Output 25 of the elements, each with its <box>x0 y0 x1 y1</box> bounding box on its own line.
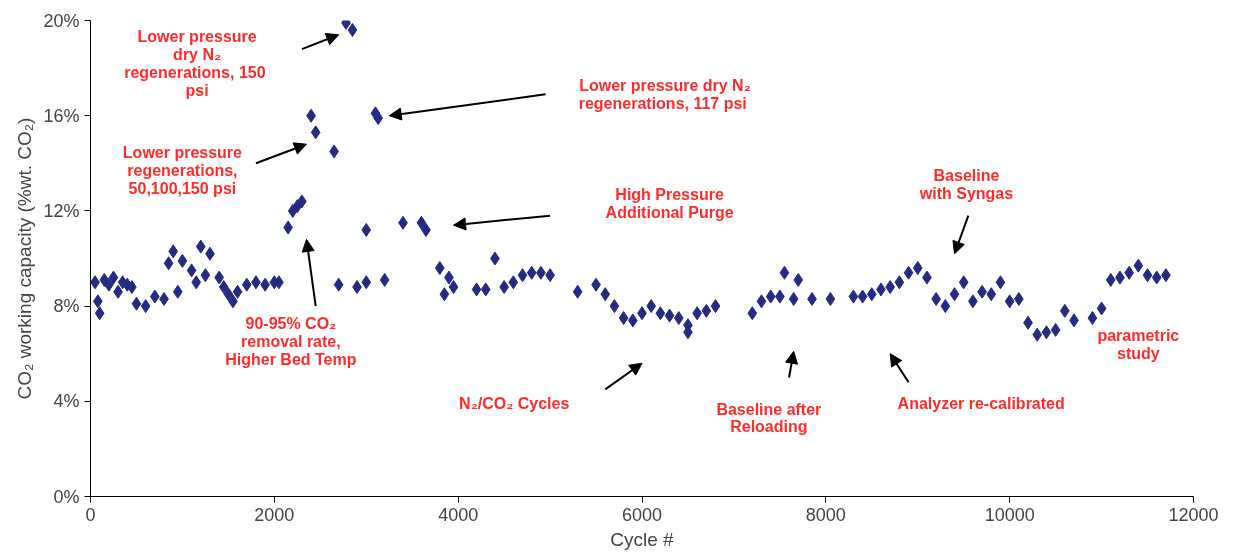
annotation: Lower pressure dry N₂ regenerations, 117 psi <box>578 76 751 112</box>
annotation: 90-95% CO₂ removal rate, Higher Bed Temp <box>225 315 357 369</box>
x-tick-label: 0 <box>85 504 96 525</box>
y-tick-label: 12% <box>43 200 80 221</box>
x-tick-label: 2000 <box>254 504 295 525</box>
annotation: Baseline with Syngas <box>918 167 1014 203</box>
annotation: Baseline after Reloading <box>716 400 822 436</box>
x-tick-label: 10000 <box>984 504 1035 525</box>
annotation: Analyzer re-calibrated <box>897 395 1065 413</box>
x-tick-label: 6000 <box>621 504 663 525</box>
annotation: High Pressure Additional Purge <box>605 186 734 222</box>
y-tick-label: 16% <box>43 105 80 126</box>
x-tick-label: 12000 <box>1168 504 1219 525</box>
annotation: parametric study <box>1097 326 1180 362</box>
x-tick-label: 8000 <box>805 504 846 525</box>
y-tick-label: 0% <box>53 486 80 507</box>
x-axis-title: Cycle # <box>610 528 675 550</box>
y-tick-label: 4% <box>53 391 80 412</box>
annotation: Lower pressure dry N₂ regenerations, 150 psi <box>124 28 266 99</box>
y-tick-label: 20% <box>43 10 80 31</box>
x-tick-label: 4000 <box>438 504 479 525</box>
y-axis-title: CO₂ working capacity (%wt. CO₂) <box>14 117 36 400</box>
annotation: N₂/CO₂ Cycles <box>459 395 570 413</box>
y-tick-label: 8% <box>53 296 80 317</box>
annotation: Lower pressure regenerations, 50,100,150 psi <box>122 144 243 197</box>
